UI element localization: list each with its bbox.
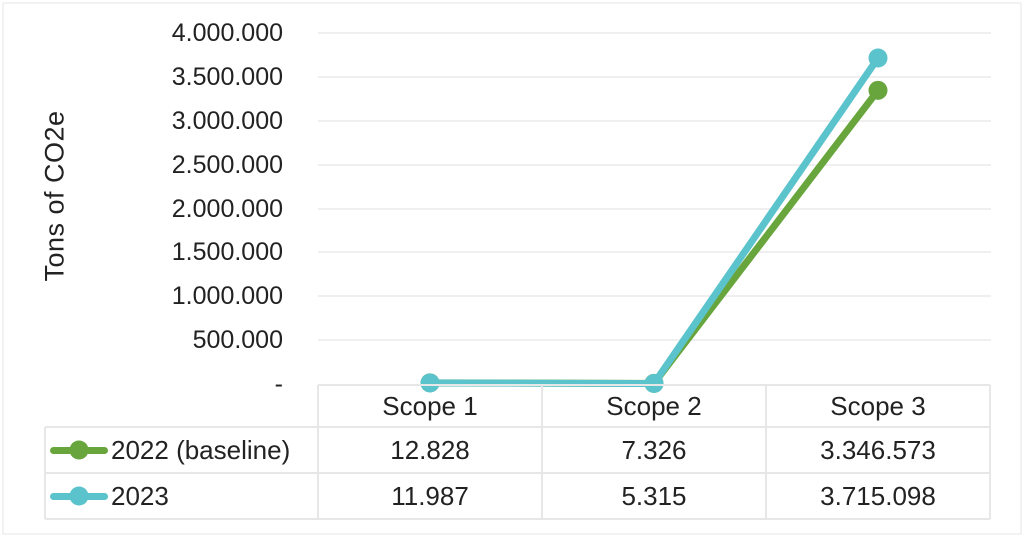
gridline — [318, 295, 991, 298]
gridline — [318, 75, 991, 78]
column-header: Scope 2 — [606, 390, 702, 421]
legend-marker-dot — [69, 486, 89, 506]
table-border-vertical — [44, 427, 46, 519]
table-border-vertical — [765, 385, 767, 519]
legend-marker — [50, 486, 108, 506]
table-value-cell: 12.828 — [390, 434, 470, 465]
table-border-vertical — [541, 385, 543, 519]
gridline — [318, 163, 991, 166]
table-border-horizontal — [45, 472, 990, 474]
gridline — [318, 251, 991, 254]
y-tick-label: 4.000.000 — [171, 19, 283, 47]
legend-item: 2022 (baseline) — [45, 427, 318, 473]
y-tick-label: 2.000.000 — [171, 194, 283, 223]
data-point-marker — [868, 80, 888, 100]
y-tick-label: 3.000.000 — [171, 106, 283, 135]
column-header: Scope 3 — [830, 390, 926, 421]
table-value-cell: 7.326 — [621, 434, 687, 465]
legend-label: 2023 — [111, 480, 169, 511]
y-tick-label: 1.000.000 — [171, 282, 283, 311]
y-tick-label: 1.500.000 — [171, 238, 283, 267]
table-value-cell: 5.315 — [621, 480, 687, 511]
legend-item: 2023 — [45, 473, 318, 519]
legend-marker — [50, 440, 108, 460]
y-tick-label: 500.000 — [192, 326, 283, 355]
table-border-horizontal — [45, 518, 990, 520]
gridline — [318, 32, 991, 34]
table-value-cell: 3.346.573 — [820, 434, 936, 465]
legend-marker-dot — [69, 440, 89, 460]
gridline — [318, 119, 991, 122]
gridline — [318, 339, 991, 342]
table-value-cell: 3.715.098 — [820, 480, 936, 511]
data-point-marker — [868, 48, 888, 68]
table-border-vertical — [989, 385, 991, 519]
series-line-2023 — [426, 54, 882, 388]
table-value-cell: 11.987 — [391, 480, 469, 511]
table-border-horizontal — [318, 384, 990, 386]
table-border-vertical — [317, 385, 319, 519]
y-tick-label: 3.500.000 — [171, 62, 283, 91]
column-header: Scope 1 — [382, 390, 478, 421]
table-border-horizontal — [45, 426, 990, 428]
gridline — [318, 207, 991, 210]
legend-label: 2022 (baseline) — [111, 434, 291, 465]
y-tick-label: 2.500.000 — [171, 150, 283, 179]
y-tick-label: - — [274, 370, 283, 398]
y-axis-title: Tons of CO2e — [39, 110, 70, 282]
